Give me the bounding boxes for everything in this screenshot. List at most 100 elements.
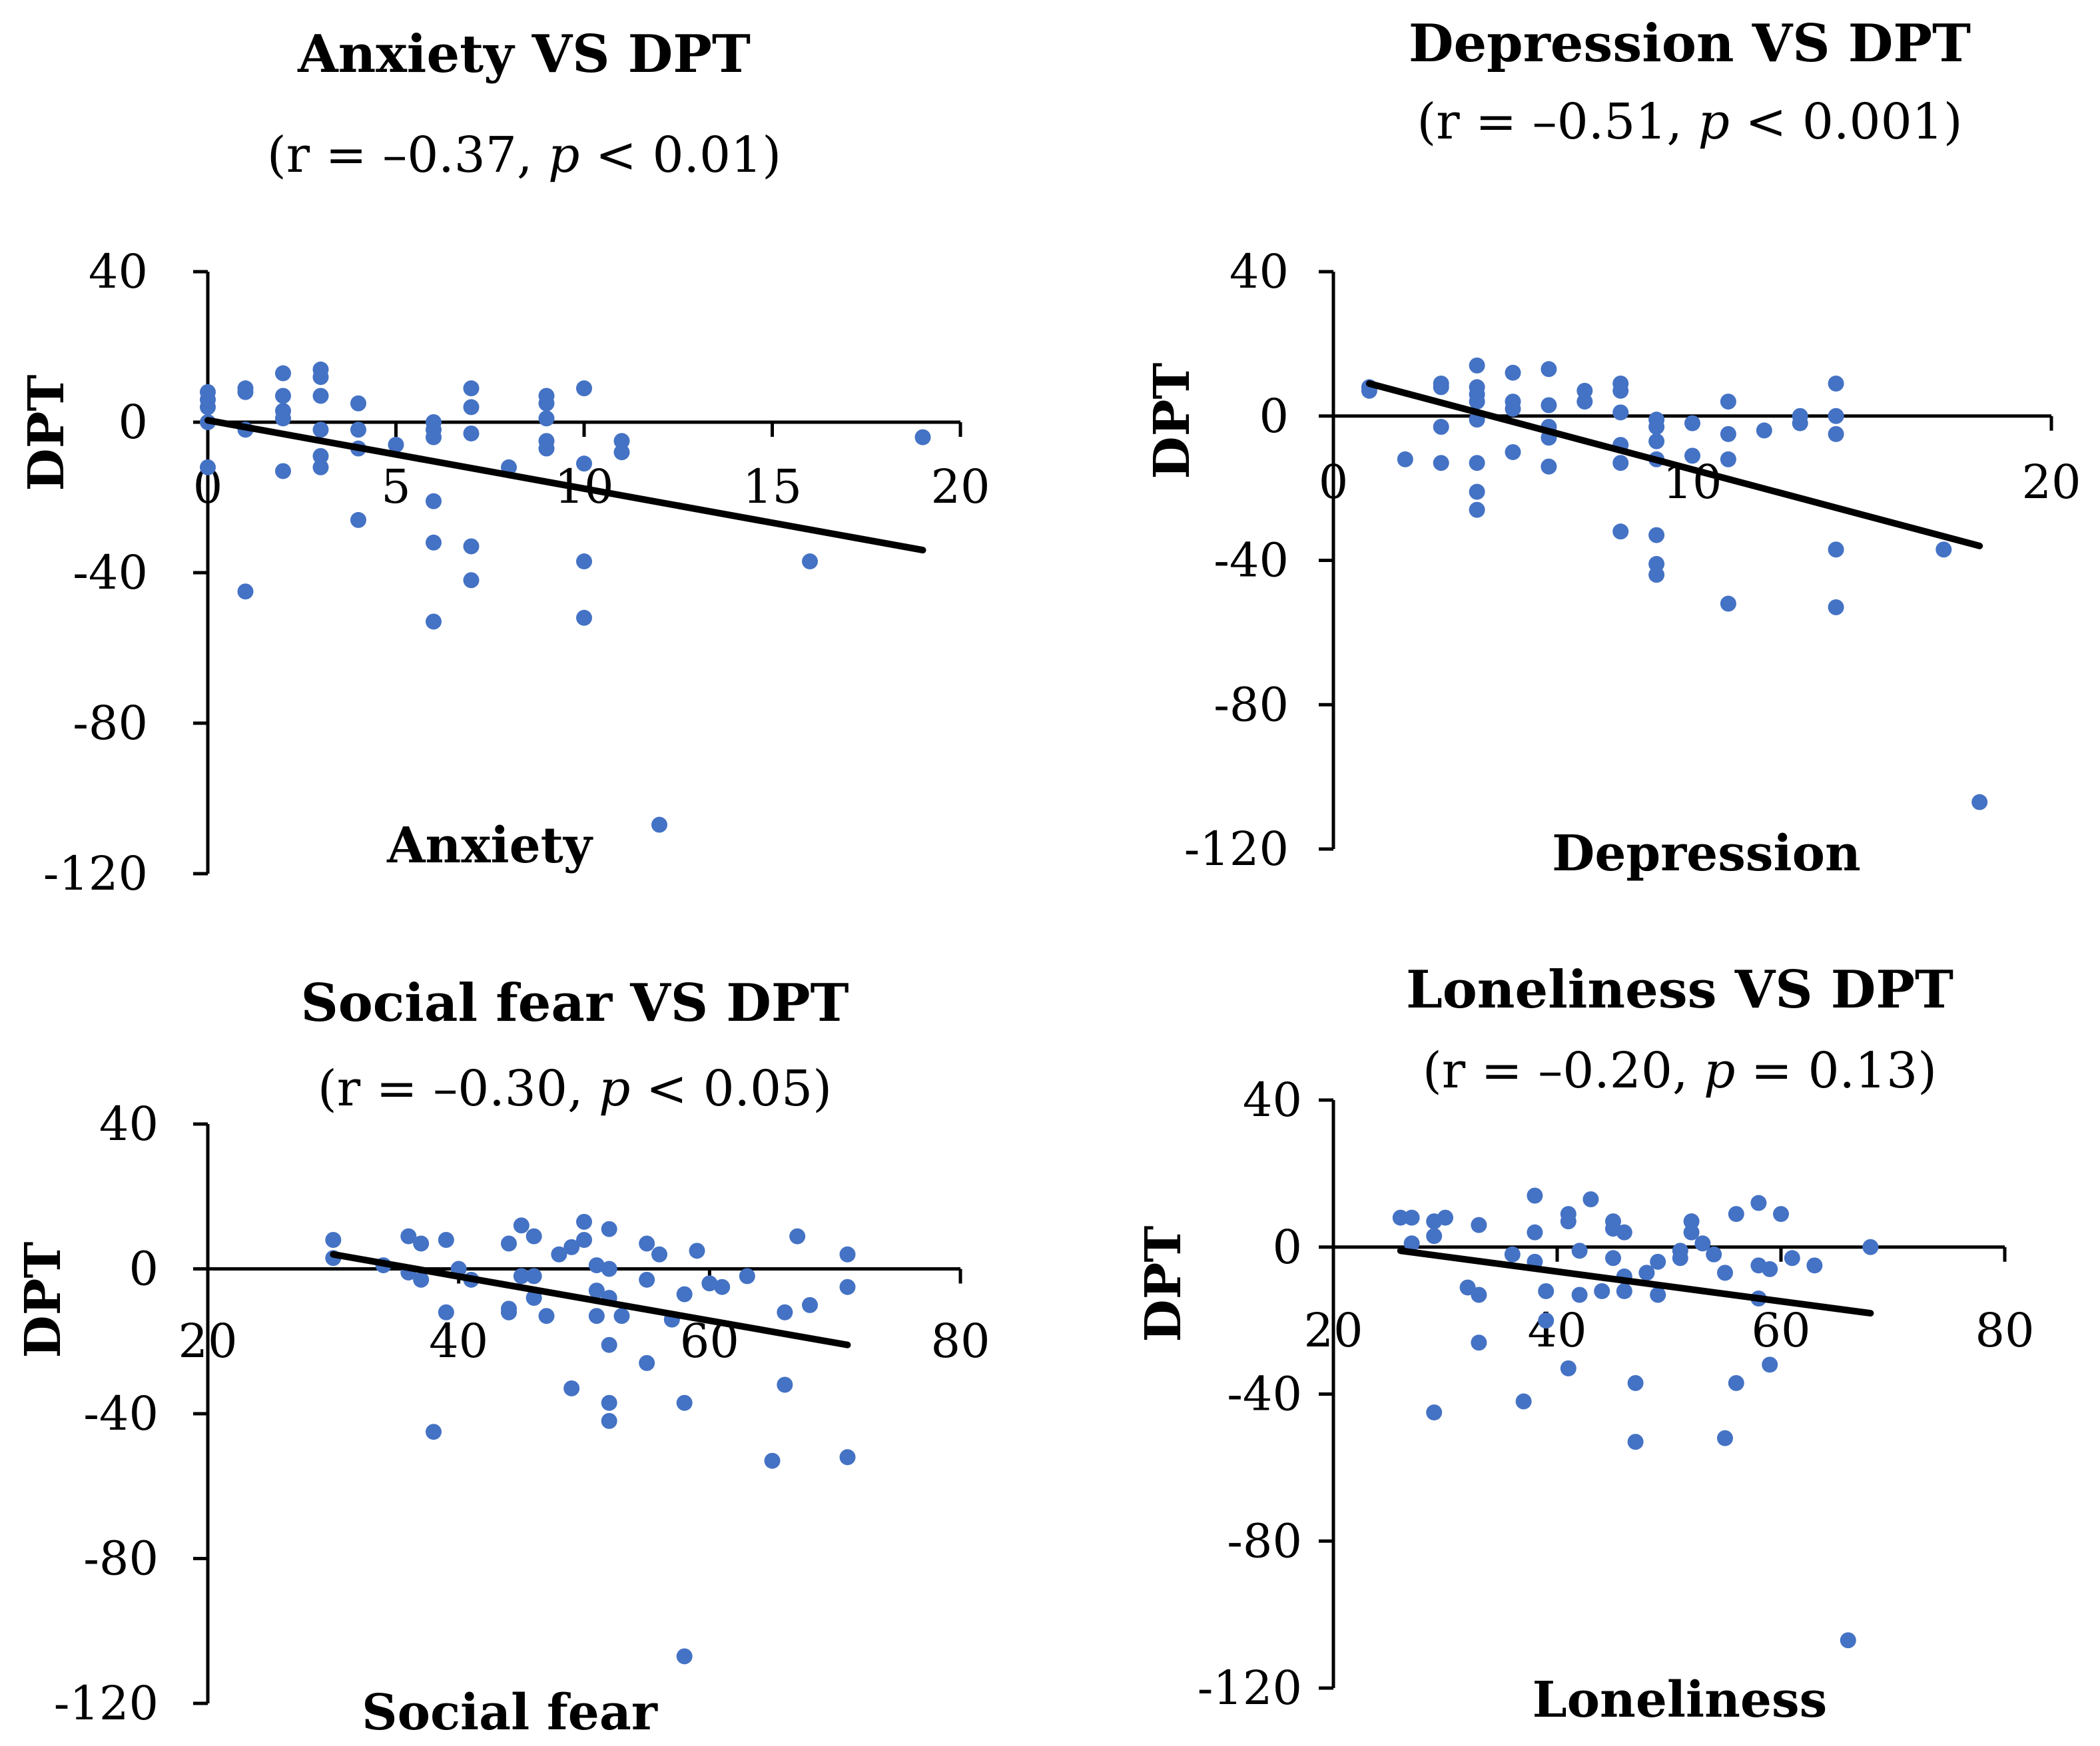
data-point	[1806, 1257, 1823, 1274]
trend-line	[330, 1251, 851, 1348]
x-tick-label: 40	[1527, 1303, 1586, 1358]
y-tick-label: 0	[118, 395, 148, 449]
chart-subtitle: (r = –0.30, p < 0.05)	[318, 1060, 832, 1117]
data-point	[1471, 1217, 1487, 1233]
data-point	[413, 1271, 430, 1288]
data-point	[639, 1271, 655, 1288]
data-point	[1612, 404, 1629, 421]
data-point	[237, 583, 254, 600]
data-point	[1527, 1187, 1543, 1204]
data-point	[1762, 1261, 1778, 1277]
y-axis-label: DPT	[1144, 363, 1201, 479]
data-point	[1505, 364, 1521, 381]
subtitle-p-symbol: p	[599, 1060, 630, 1117]
data-point	[1828, 541, 1844, 558]
data-point	[613, 444, 630, 461]
data-point	[802, 553, 818, 570]
data-point	[802, 1297, 818, 1313]
data-point	[438, 1232, 454, 1248]
data-point	[1471, 1334, 1487, 1351]
data-point	[1720, 426, 1736, 442]
data-point	[501, 1304, 517, 1320]
data-point	[576, 1232, 592, 1248]
data-point	[1571, 1287, 1588, 1303]
panel-1: Anxiety VS DPT (r = –0.37, p < 0.01) 40 0 -4…	[18, 24, 990, 901]
data-point	[576, 455, 592, 472]
x-tick-label: 15	[743, 459, 802, 514]
data-point	[426, 534, 442, 551]
data-point	[1605, 1250, 1621, 1267]
y-tick-label: -40	[73, 545, 148, 600]
data-point	[1616, 1283, 1632, 1299]
trend-line	[1397, 1247, 1874, 1317]
data-point	[525, 1290, 542, 1306]
data-point	[1672, 1250, 1688, 1267]
data-point	[1728, 1374, 1744, 1391]
data-point	[1648, 527, 1665, 543]
data-point	[1433, 379, 1449, 396]
subtitle-p-symbol: p	[548, 127, 579, 184]
data-point	[1527, 1224, 1543, 1241]
data-point	[1684, 415, 1700, 432]
y-tick-label: 0	[1272, 1220, 1302, 1275]
data-point	[1627, 1434, 1644, 1450]
data-point	[275, 388, 291, 404]
data-point	[1469, 394, 1485, 410]
data-point	[513, 1217, 529, 1234]
data-point	[563, 1380, 580, 1396]
subtitle-r: (r = –0.20,	[1423, 1042, 1704, 1099]
data-point	[588, 1283, 605, 1299]
data-point	[588, 1308, 605, 1324]
data-point	[388, 436, 404, 453]
data-point	[1648, 433, 1665, 449]
data-point	[1397, 451, 1413, 467]
data-point	[1433, 419, 1449, 436]
data-point	[1612, 455, 1629, 471]
data-point	[463, 538, 480, 555]
x-tick-label: 80	[1975, 1303, 2034, 1358]
y-tick-label: -40	[83, 1386, 159, 1441]
data-point	[463, 572, 480, 589]
data-point	[613, 433, 630, 449]
data-point	[1756, 422, 1772, 439]
x-axis-label: Loneliness	[1533, 1671, 1828, 1729]
data-point	[1773, 1206, 1789, 1223]
data-point	[438, 1304, 454, 1320]
data-point	[651, 816, 667, 833]
data-point	[1576, 394, 1593, 410]
x-tick-label: 20	[2021, 455, 2081, 509]
x-tick-label: 40	[429, 1314, 488, 1368]
data-point	[1648, 567, 1665, 583]
data-point	[576, 553, 592, 570]
x-tick-label: 20	[1303, 1303, 1363, 1358]
x-tick-label: 20	[178, 1314, 237, 1368]
trend-line	[204, 417, 926, 554]
data-point	[1469, 501, 1485, 518]
data-point	[1650, 1287, 1666, 1303]
chart-title: Depression VS DPT	[1409, 13, 1971, 74]
data-point	[651, 1246, 667, 1263]
data-point	[350, 511, 366, 528]
data-point	[1541, 458, 1557, 475]
subtitle-r: (r = –0.30,	[318, 1060, 599, 1117]
data-point	[1538, 1312, 1555, 1329]
data-point	[1840, 1632, 1856, 1649]
y-tick-label: -80	[1214, 677, 1289, 732]
data-point	[1582, 1191, 1599, 1208]
data-point	[501, 1235, 517, 1252]
data-point	[689, 1243, 705, 1259]
data-point	[1469, 483, 1485, 500]
y-tick-label: 40	[89, 244, 148, 299]
data-point	[777, 1376, 793, 1393]
data-point	[1437, 1209, 1453, 1226]
data-point	[312, 422, 329, 438]
subtitle-p-symbol: p	[1704, 1042, 1735, 1099]
subtitle-p-value: < 0.01)	[579, 127, 781, 184]
data-point	[1717, 1265, 1733, 1281]
y-tick-label: 0	[129, 1242, 159, 1297]
data-point	[463, 399, 480, 416]
data-point	[1505, 443, 1521, 460]
data-point	[777, 1304, 793, 1320]
data-point	[1828, 375, 1844, 392]
